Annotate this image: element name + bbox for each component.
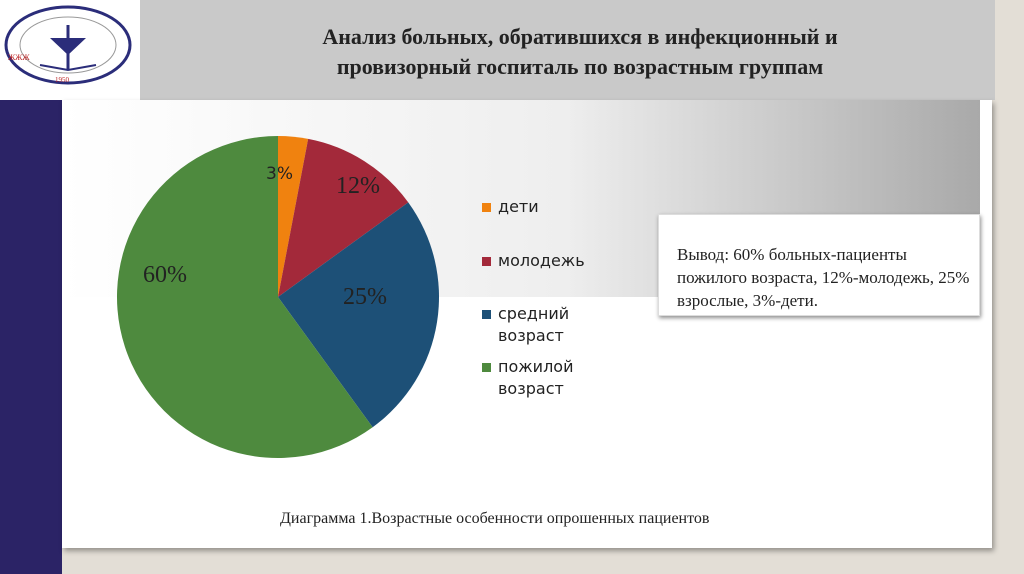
university-logo: 1950 ЖЖЖ	[0, 0, 140, 100]
legend-label: дети	[498, 197, 539, 216]
pie-slice-1	[278, 138, 409, 297]
legend-swatch	[482, 257, 491, 266]
data-label-2: 25%	[343, 284, 387, 310]
data-label-1: 12%	[336, 173, 380, 199]
pie-slice-0	[278, 136, 309, 297]
pie-slice-2	[278, 202, 440, 428]
svg-text:1950: 1950	[55, 76, 70, 84]
svg-text:ЖЖЖ: ЖЖЖ	[8, 53, 30, 62]
legend-swatch	[482, 203, 491, 212]
legend-label: пожилой возраст	[498, 357, 574, 398]
data-label-3: 60%	[143, 262, 187, 288]
page-title: Анализ больных, обратившихся в инфекцион…	[230, 22, 930, 82]
legend-label: молодежь	[498, 251, 585, 270]
legend-label: средний возраст	[498, 304, 570, 345]
title-line-2: провизорный госпиталь по возрастным груп…	[336, 54, 824, 79]
logo-emblem-icon: 1950 ЖЖЖ	[4, 5, 132, 85]
chart-caption: Диаграмма 1.Возрастные особенности опрош…	[280, 510, 710, 527]
conclusion-box: Вывод: 60% больных-пациенты пожилого воз…	[658, 214, 980, 316]
pie-slice-3	[117, 135, 373, 458]
title-band	[62, 0, 995, 100]
legend-swatch	[482, 363, 491, 372]
title-line-1: Анализ больных, обратившихся в инфекцион…	[322, 24, 838, 49]
conclusion-text: Вывод: 60% больных-пациенты пожилого воз…	[677, 245, 970, 310]
legend-swatch	[482, 310, 491, 319]
data-label-0: 3%	[266, 164, 293, 184]
